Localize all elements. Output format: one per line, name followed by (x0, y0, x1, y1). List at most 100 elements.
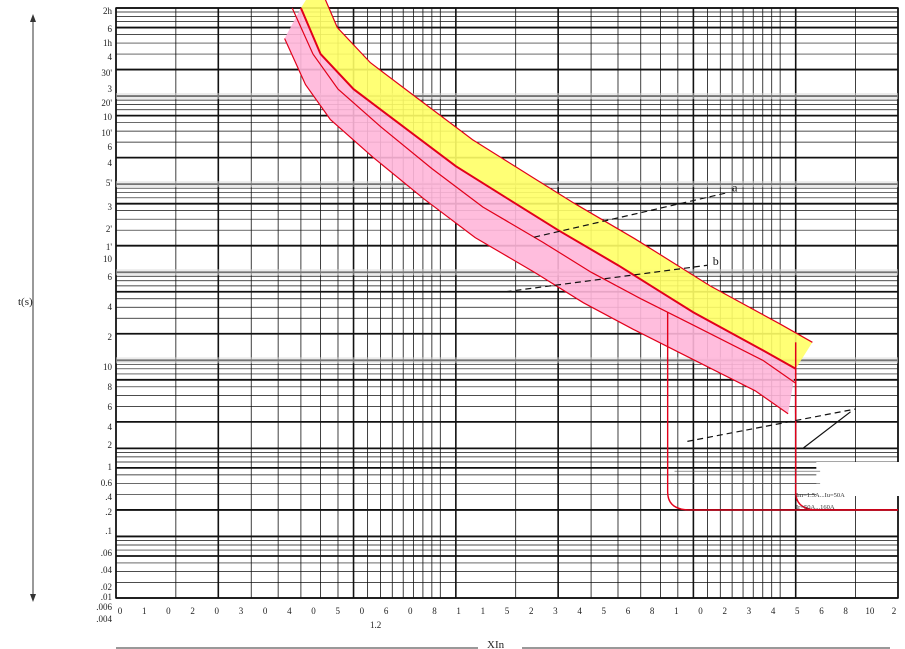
x-tick-label-7: 4 (287, 606, 292, 616)
decade-band-3 (116, 93, 898, 100)
decade-band-0 (116, 357, 898, 364)
x-tick-label-1: 1 (142, 606, 147, 616)
x-tick-label-32: 2 (892, 606, 897, 616)
leader-c (687, 408, 856, 442)
x-tick-label-29: 6 (819, 606, 824, 616)
y-tick-label-17: 4 (108, 302, 113, 312)
x-subtitle: 1.2 (370, 620, 381, 630)
x-tick-label-21: 6 (626, 606, 631, 616)
instant-trip-line-2 (794, 413, 898, 511)
x-tick-label-27: 4 (771, 606, 776, 616)
footnote-line-2: Ir=50A...160A (796, 504, 835, 511)
y-tick-label-18: 2 (108, 332, 113, 342)
x-tick-label-8: 0 (311, 606, 316, 616)
x-tick-labels: 0 1 0 2 0 3 0 4 0 5 0 6 0 8 1 1 5 2 3 4 5 6 8 1 0 2 3 4 5 6 8 10 2 (118, 606, 897, 616)
x-tick-label-6: 0 (263, 606, 268, 616)
y-tick-label-29: .06 (101, 548, 113, 558)
series-lines (291, 7, 797, 414)
y-tick-label-9: 6 (108, 142, 113, 152)
x-tick-label-4: 0 (215, 606, 220, 616)
band-upper-edge (324, 0, 813, 343)
yellow-band (300, 0, 813, 369)
x-tick-label-0: 0 (118, 606, 123, 616)
y-tick-label-2: 1h (103, 38, 113, 48)
x-axis-title-bg (478, 638, 522, 649)
y-tick-label-26: .4 (105, 492, 112, 502)
y-tick-label-4: 30' (101, 68, 112, 78)
x-tick-label-10: 0 (360, 606, 365, 616)
y-tick-label-23: 2 (108, 440, 113, 450)
x-tick-label-26: 3 (747, 606, 752, 616)
y-tick-label-31: .02 (101, 582, 112, 592)
x-tick-label-17: 2 (529, 606, 534, 616)
x-tick-label-15: 1 (481, 606, 486, 616)
y-axis-arrow-top (30, 14, 36, 22)
y-tick-label-15: 10 (103, 254, 113, 264)
y-tick-label-1: 6 (108, 24, 113, 34)
y-tick-label-3: 4 (108, 52, 113, 62)
y-tick-label-5: 3 (108, 84, 113, 94)
x-tick-label-30: 8 (843, 606, 848, 616)
annotation-a: a (732, 181, 738, 195)
x-tick-label-25: 2 (722, 606, 727, 616)
x-tick-label-13: 8 (432, 606, 437, 616)
y-tick-label-8: 10' (101, 128, 112, 138)
leader-b (505, 264, 708, 293)
y-tick-label-21: 6 (108, 402, 113, 412)
plot-frame (115, 7, 899, 599)
x-tick-label-16: 5 (505, 606, 510, 616)
footnote-line-1: Im=1.5A...Iu=50A (796, 492, 845, 499)
y-tick-label-30: .04 (101, 565, 113, 575)
x-tick-label-9: 5 (335, 606, 340, 616)
x-tick-label-20: 5 (602, 606, 607, 616)
y-tick-label-10: 4 (108, 158, 113, 168)
leader-a (534, 192, 728, 238)
y-tick-label-20: 8 (108, 382, 113, 392)
series-line-b (291, 7, 797, 384)
leader-d (802, 411, 851, 449)
x-tick-label-19: 4 (577, 606, 582, 616)
y-axis-title: t(s) (18, 296, 33, 308)
x-tick-label-5: 3 (239, 606, 244, 616)
x-axis-title: XIn (487, 639, 505, 649)
x-tick-label-18: 3 (553, 606, 558, 616)
y-tick-label-28: .1 (105, 526, 112, 536)
x-tick-label-11: 6 (384, 606, 389, 616)
x-tick-label-2: 0 (166, 606, 171, 616)
y-tick-label-12: 3 (108, 202, 113, 212)
y-tick-label-34: .004 (96, 614, 112, 624)
x-tick-label-28: 5 (795, 606, 800, 616)
footnote-box (816, 462, 905, 497)
x-tick-label-24: 0 (698, 606, 703, 616)
x-tick-label-22: 8 (650, 606, 655, 616)
x-tick-label-12: 0 (408, 606, 413, 616)
y-tick-label-0: 2h (103, 6, 113, 16)
y-tick-label-19: 10 (103, 362, 113, 372)
y-tick-label-7: 10 (103, 112, 113, 122)
y-tick-label-13: 2' (106, 224, 113, 234)
x-tick-label-3: 2 (190, 606, 195, 616)
y-tick-label-33: .006 (96, 602, 112, 612)
series-line-a (299, 7, 797, 370)
instant-trip-line-1 (666, 312, 898, 511)
y-tick-label-32: .01 (101, 592, 112, 602)
y-tick-label-14: 1' (106, 242, 113, 252)
x-tick-label-14: 1 (456, 606, 461, 616)
y-tick-label-24: 1 (108, 462, 113, 472)
y-tick-labels: 2h 6 1h 4 30' 3 20' 10 10' 6 4 5' 3 2' 1' 10 6 4 2 10 8 6 4 2 1 0… (96, 6, 112, 624)
band-lower-edge (284, 38, 789, 415)
x-tick-label-31: 10 (865, 606, 875, 616)
y-tick-label-25: 0.6 (101, 478, 113, 488)
instantaneous-trip-lines (666, 312, 898, 511)
y-tick-label-6: 20' (101, 98, 112, 108)
x-tick-label-23: 1 (674, 606, 679, 616)
annotations: ab (505, 181, 905, 497)
y-tick-label-16: 6 (108, 272, 113, 282)
decade-band-1 (116, 269, 898, 276)
y-tick-label-11: 5' (106, 178, 113, 188)
y-tick-label-27: .2 (105, 507, 112, 517)
y-tick-label-22: 4 (108, 422, 113, 432)
y-axis-arrow-bottom (30, 594, 36, 602)
annotation-b: b (713, 254, 719, 268)
